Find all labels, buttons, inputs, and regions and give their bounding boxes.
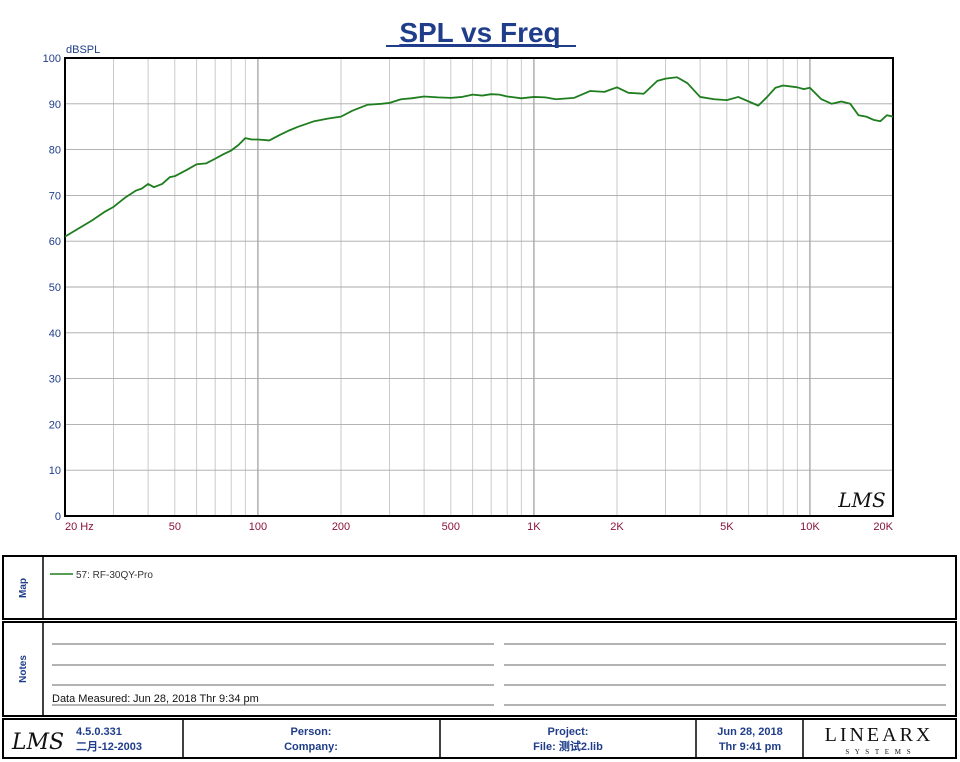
- footer-file-label: File: 测试2.lib: [533, 739, 603, 753]
- y-tick-label: 70: [49, 190, 61, 202]
- x-tick-labels: 20 Hz 50 100 200 500 1K 2K 5K 10K 20K: [65, 521, 894, 533]
- y-tick-label: 40: [49, 328, 61, 340]
- footer-time: Thr 9:41 pm: [719, 741, 782, 753]
- y-tick-label: 50: [49, 282, 61, 294]
- x-tick-label: 2K: [610, 521, 624, 533]
- y-tick-label: 10: [49, 465, 61, 477]
- footer-brand-sub: S Y S T E M S: [845, 748, 912, 756]
- x-tick-label: 100: [249, 521, 267, 533]
- footer-version-date: 二月-12-2003: [76, 740, 142, 753]
- footer-lms-logo: LMS: [11, 730, 64, 755]
- y-tick-labels: 0 10 20 30 40 50 60 70 80 90 100: [43, 53, 61, 523]
- x-tick-label: 200: [332, 521, 350, 533]
- y-tick-label: 30: [49, 374, 61, 386]
- x-tick-label: 10K: [800, 521, 820, 533]
- footer-brand: LINEARX: [825, 724, 934, 746]
- footer-version: 4.5.0.331: [76, 726, 122, 738]
- y-tick-label: 90: [49, 99, 61, 111]
- legend-entry: 57: RF-30QY-Pro: [76, 570, 153, 581]
- y-tick-label: 100: [43, 53, 61, 65]
- data-measured-value: Jun 28, 2018 Thr 9:34 pm: [133, 693, 259, 705]
- x-tick-label: 500: [442, 521, 460, 533]
- x-tick-label: 20 Hz: [65, 521, 94, 533]
- y-axis-label: dBSPL: [66, 44, 100, 56]
- x-tick-label: 5K: [720, 521, 734, 533]
- series-group: [64, 76, 894, 238]
- notes-lines: [52, 643, 946, 706]
- data-measured-label: Data Measured:: [52, 693, 130, 705]
- footer-date: Jun 28, 2018: [717, 726, 782, 738]
- y-tick-label: 80: [49, 145, 61, 157]
- y-tick-label: 60: [49, 236, 61, 248]
- x-tick-label: 20K: [873, 521, 893, 533]
- y-tick-label: 0: [55, 511, 61, 523]
- footer-box: [2, 718, 957, 759]
- notes-label: Notes: [18, 655, 29, 683]
- plot-frame: [64, 57, 894, 517]
- x-tick-label: 1K: [527, 521, 541, 533]
- footer-person-label: Person:: [291, 726, 332, 738]
- footer-company-label: Company:: [284, 741, 338, 753]
- lms-watermark: LMS: [837, 488, 885, 512]
- map-label: Map: [18, 578, 29, 598]
- series-line: [64, 76, 894, 238]
- footer-project-label: Project:: [548, 726, 589, 738]
- notes-box: [2, 621, 957, 717]
- y-tick-label: 20: [49, 419, 61, 431]
- map-box: [2, 555, 957, 620]
- x-tick-label: 50: [169, 521, 181, 533]
- chart-title: SPL vs Freq: [399, 17, 560, 48]
